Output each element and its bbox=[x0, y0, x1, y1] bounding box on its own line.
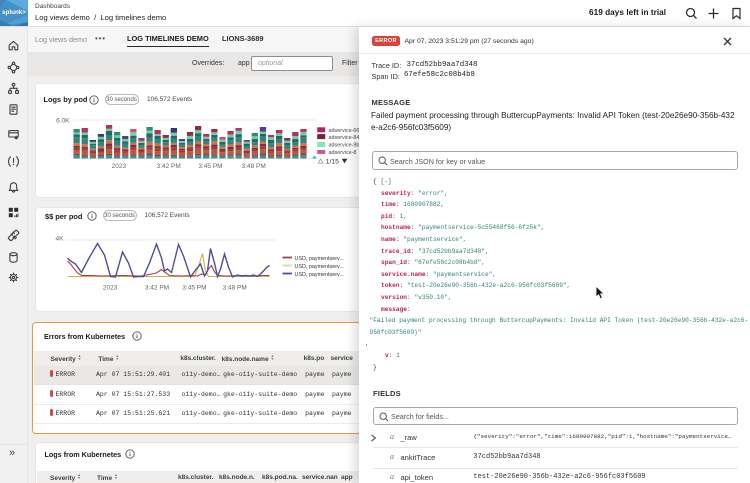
svg-text:adservice-66: adservice-66 bbox=[328, 128, 359, 134]
svg-text:USD, paymentserv...: USD, paymentserv... bbox=[294, 272, 343, 278]
svg-text:3:48 PM: 3:48 PM bbox=[222, 285, 246, 292]
svg-text:1/15: 1/15 bbox=[325, 159, 338, 166]
svg-text:3:42 PM: 3:42 PM bbox=[156, 163, 180, 170]
svg-text:2023: 2023 bbox=[111, 163, 126, 170]
svg-text:3:45 PM: 3:45 PM bbox=[198, 163, 222, 170]
svg-text:adservice-8: adservice-8 bbox=[328, 150, 356, 156]
svg-text:3:45 PM: 3:45 PM bbox=[182, 285, 206, 292]
svg-text:USD, paymentserv...: USD, paymentserv... bbox=[294, 256, 343, 262]
svg-text:adservice-84: adservice-84 bbox=[328, 135, 359, 141]
svg-text:USD, paymentserv...: USD, paymentserv... bbox=[294, 264, 343, 270]
svg-text:4K: 4K bbox=[55, 236, 64, 243]
svg-text:6.0K: 6.0K bbox=[56, 118, 70, 125]
svg-text:3:42 PM: 3:42 PM bbox=[144, 285, 168, 292]
svg-text:3:48 PM: 3:48 PM bbox=[241, 163, 265, 170]
svg-text:2023: 2023 bbox=[102, 285, 117, 292]
svg-text:adservice-9b: adservice-9b bbox=[328, 143, 359, 149]
